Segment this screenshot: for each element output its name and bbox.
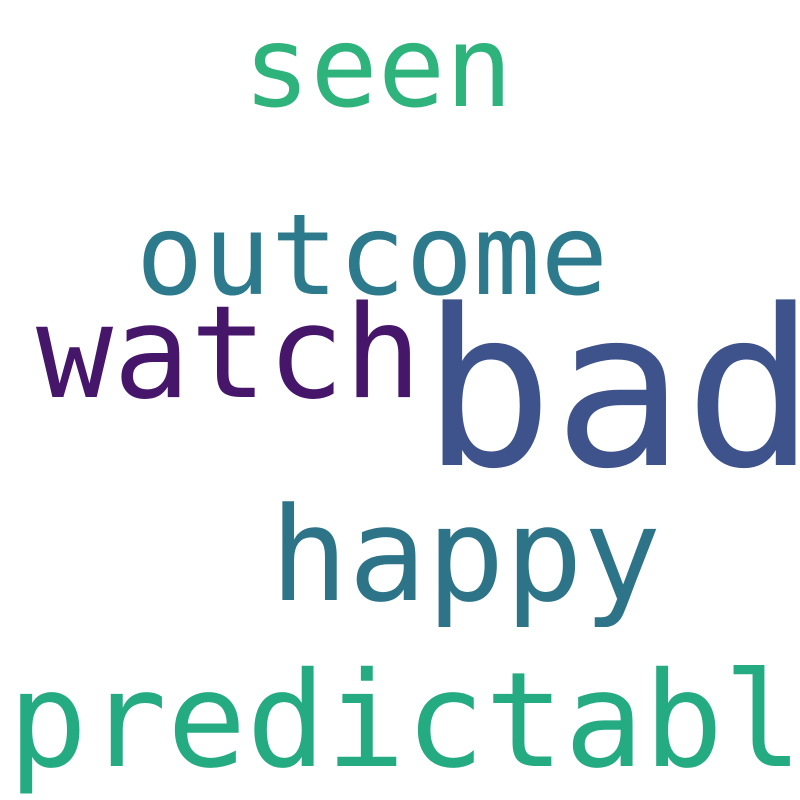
word-bad: bad — [422, 264, 800, 517]
word-seen: seen — [243, 3, 513, 133]
word-predictable: predictable — [8, 644, 800, 798]
word-happy: happy — [270, 479, 662, 631]
word-outcome: outcome — [136, 191, 609, 321]
word-watch: watch — [36, 279, 422, 428]
